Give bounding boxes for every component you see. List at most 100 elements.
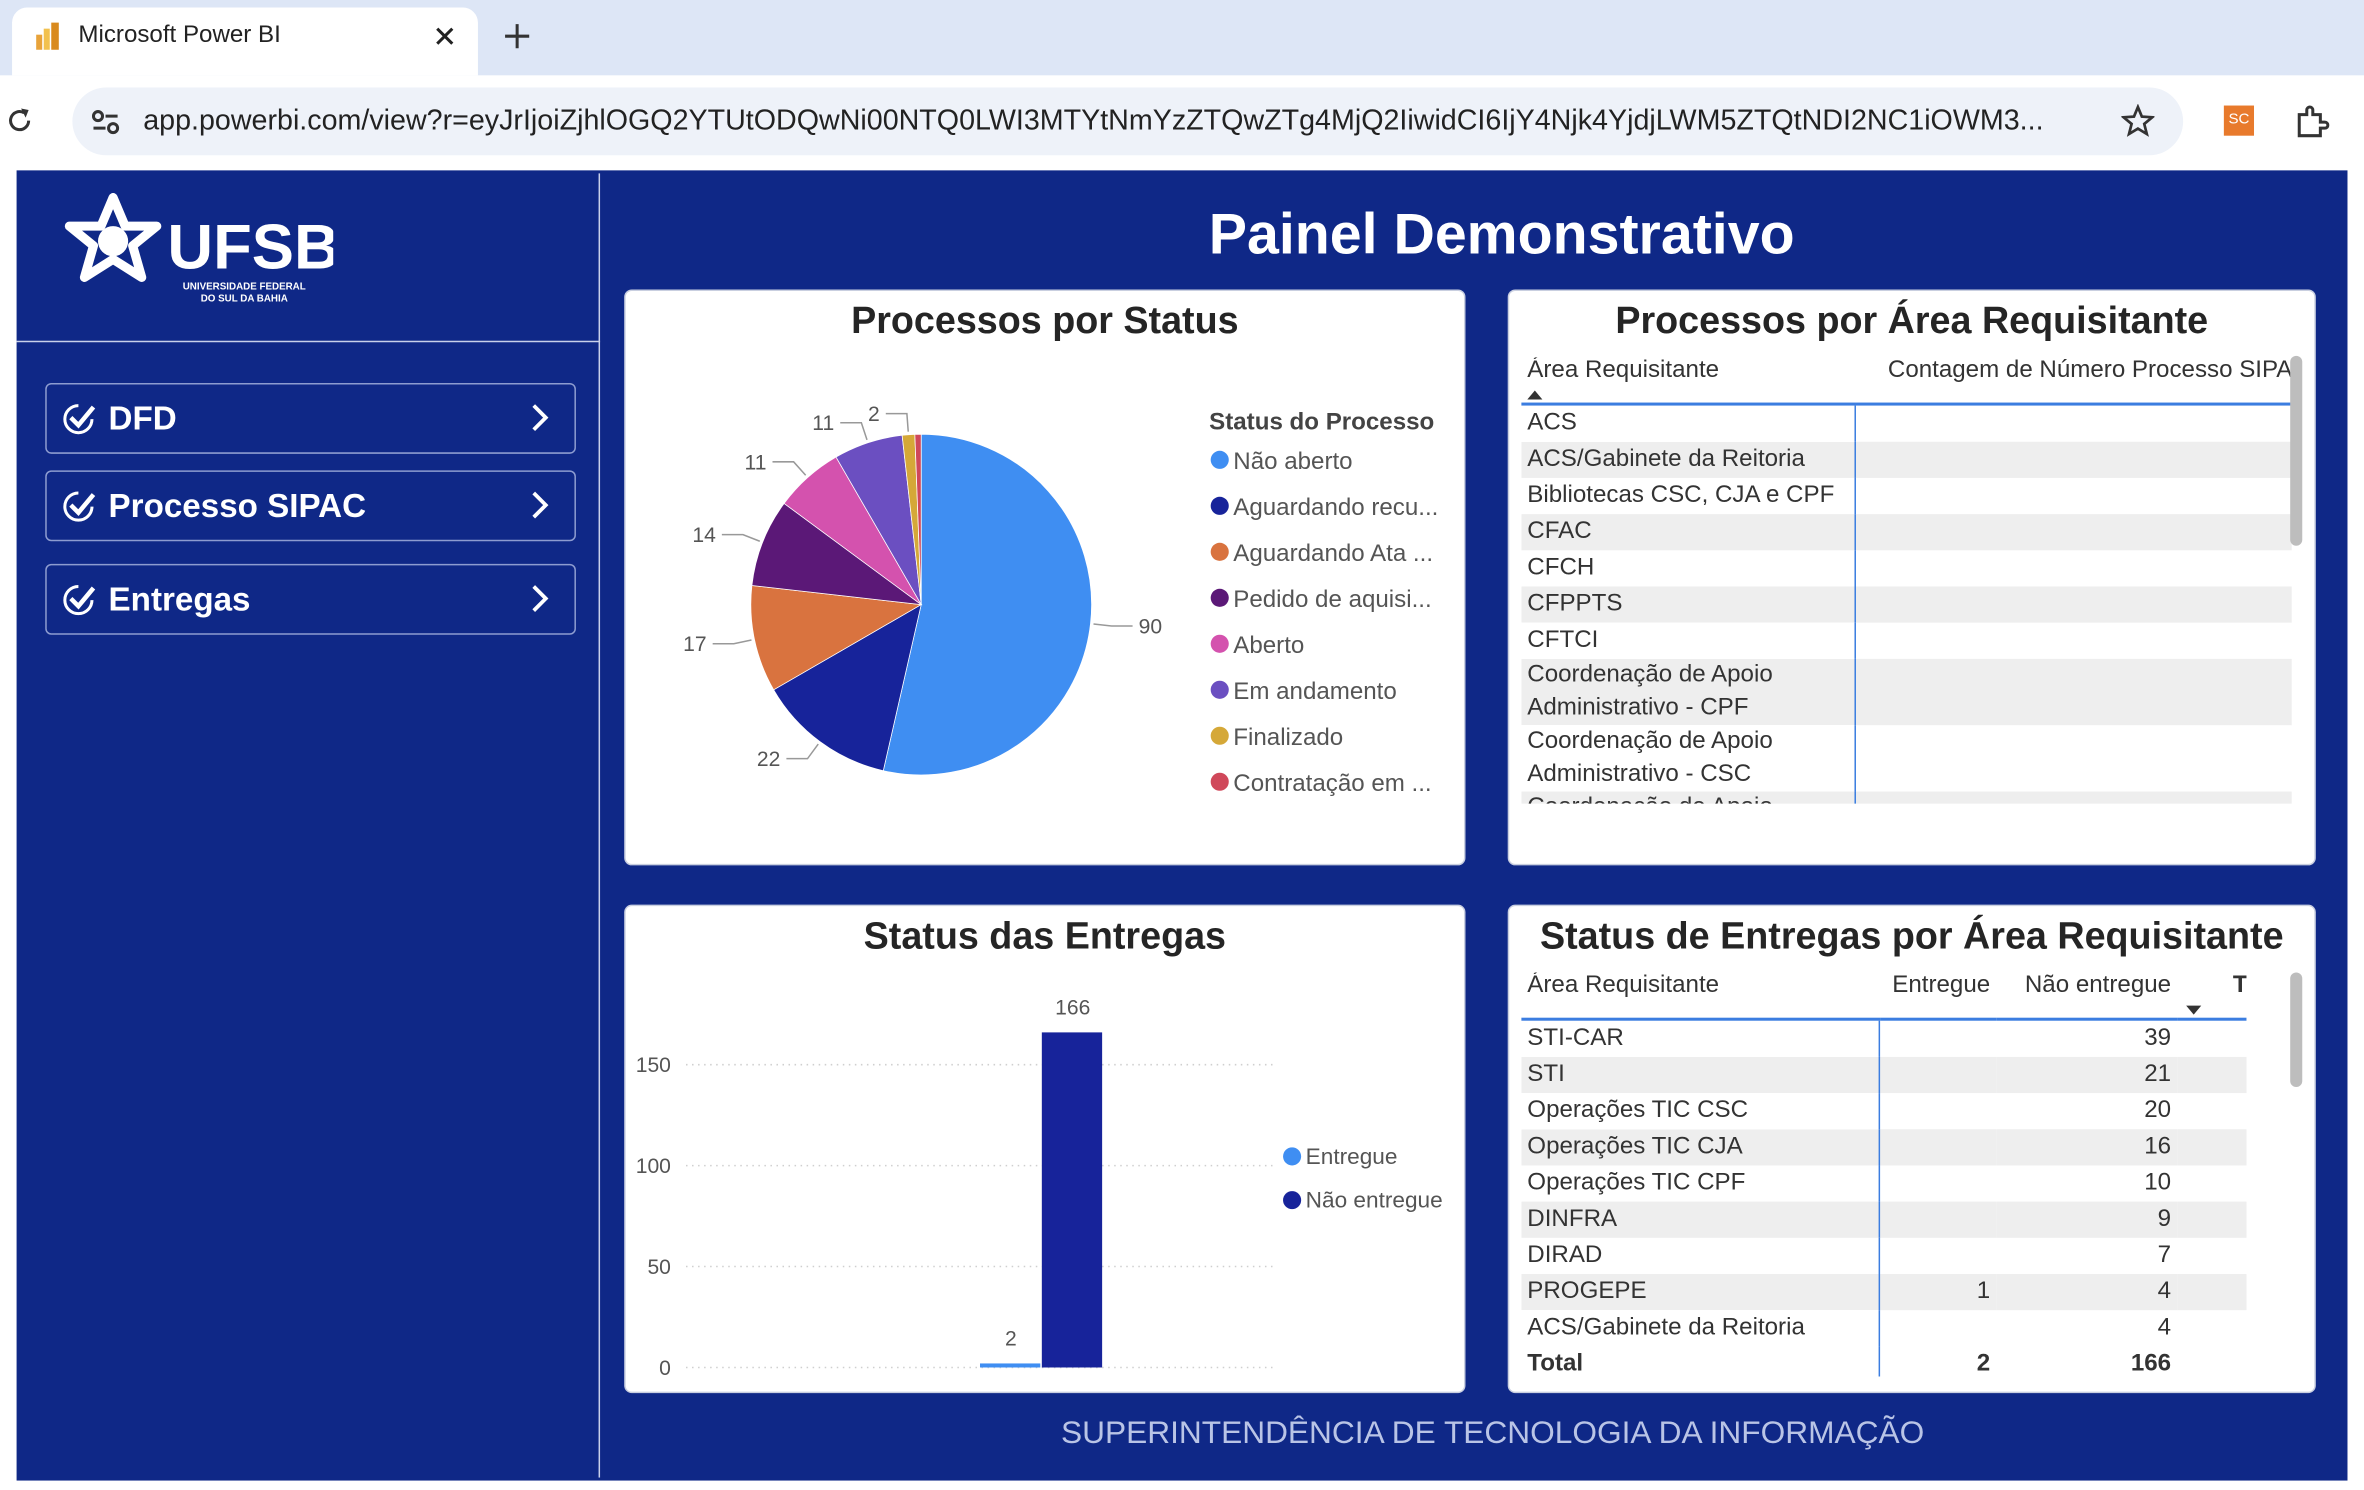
legend-marker xyxy=(1210,726,1229,745)
leader-line xyxy=(840,421,868,441)
table-panel: Status de Entregas por Área Requisitante… xyxy=(1509,906,2315,1392)
browser-tab[interactable]: Microsoft Power BI xyxy=(12,7,478,76)
legend-marker xyxy=(1283,1147,1302,1166)
table-cell: Operações TIC CPF xyxy=(1521,1165,1880,1202)
table-cell xyxy=(1879,1238,1997,1274)
site-info[interactable] xyxy=(90,107,120,137)
tab-icon xyxy=(36,22,59,50)
table-cell: 2 xyxy=(1854,478,2291,514)
data-label: 90 xyxy=(1139,616,1162,639)
legend-title: Status do Processo xyxy=(1209,409,1434,436)
table-cell xyxy=(1878,1129,1997,1166)
table-title: Processos por Área Requisitante xyxy=(1615,300,2209,343)
table-cell: CFTCI xyxy=(1521,622,1856,659)
table-cell: 1 xyxy=(1854,550,2291,586)
table-cell: 10 xyxy=(2177,1165,2246,1201)
bookmark-star[interactable] xyxy=(2121,104,2155,137)
chart: 0 50 100 150 2 166 Entregue Não entregue xyxy=(636,996,1443,1380)
table-row: Operações TIC CPF 1010 xyxy=(1521,1165,2246,1202)
extension-badge[interactable]: SC xyxy=(2223,105,2255,136)
check-tick xyxy=(69,493,96,516)
legend-marker xyxy=(1210,588,1229,607)
table-cell: ACS/Gabinete da Reitoria xyxy=(1521,1310,1880,1347)
page-title: Painel Demonstrativo xyxy=(1208,203,1795,267)
table-cell: Total xyxy=(1521,1346,1880,1377)
bar-panel: Status das Entregas 0 50 100 150 2 166 Entregue… xyxy=(625,906,1464,1392)
table-cell xyxy=(1879,1165,1997,1201)
chevron-shape xyxy=(532,491,549,519)
table-row: ACS1 xyxy=(1521,404,2291,442)
reload[interactable] xyxy=(5,106,35,136)
scrollbar[interactable] xyxy=(2290,355,2303,546)
table-cell: DINFRA xyxy=(1521,1201,1880,1238)
table-panel: Processos por Área Requisitante Área Requ… xyxy=(1509,290,2315,864)
leader-line xyxy=(772,461,807,476)
pie-slice xyxy=(750,585,923,691)
data-label: 14 xyxy=(692,524,716,547)
table-cell: Coordenação de Apoio Administrativo - CS… xyxy=(1521,725,1856,792)
footer: SUPERINTENDÊNCIA DE TECNOLOGIA DA INFORM… xyxy=(1060,1415,1925,1451)
chart-title: Status das Entregas xyxy=(863,915,1227,958)
table-cell: 4 xyxy=(2157,1314,2172,1341)
y-tick-label: 0 xyxy=(659,1357,671,1380)
tab-title: Microsoft Power BI xyxy=(78,22,281,49)
legend-label: Aberto xyxy=(1233,632,1304,659)
table-row: CFCH1 xyxy=(1521,550,2291,587)
table-row: CFTCI2 xyxy=(1521,622,2291,659)
table-row: CFAC1 xyxy=(1521,514,2292,551)
table-row: Bibliotecas CSC, CJA e CPF2 xyxy=(1521,477,2291,515)
table-cell: CFAC xyxy=(1521,514,1856,551)
extensions[interactable] xyxy=(2293,104,2330,140)
nav-label: Entregas xyxy=(108,580,251,619)
table-title: Status de Entregas por Área Requisitante xyxy=(1539,915,2284,958)
table-row: CFPPTS1 xyxy=(1521,586,2292,623)
scrollbar[interactable] xyxy=(2290,972,2303,1088)
legend-label: Entregue xyxy=(1306,1144,1398,1169)
table-cell xyxy=(1878,1201,1997,1238)
nav-button[interactable]: DFD xyxy=(45,382,576,454)
table-cell: 10 xyxy=(2144,1169,2172,1196)
table-cell: 1 xyxy=(1854,725,2291,791)
column-header: Entregue xyxy=(1878,972,1997,1021)
leader-line xyxy=(786,743,819,760)
table-cell xyxy=(1879,1019,1997,1057)
table-cell: STI xyxy=(1521,1056,1880,1094)
table-cell: STI-CAR xyxy=(1521,1019,1880,1057)
table-row: ACS/Gabinete da Reitoria3 xyxy=(1521,441,2292,478)
table-cell: 16 xyxy=(1996,1129,2178,1166)
table-cell: 1 xyxy=(1854,586,2292,623)
check-shape xyxy=(63,584,94,616)
table-row: STI 2121 xyxy=(1521,1056,2247,1094)
logo-subtitle: DO SUL DA BAHIA xyxy=(201,294,288,305)
table-row: DINFRA 99 xyxy=(1521,1201,2247,1238)
nav-button[interactable]: Entregas xyxy=(45,563,576,635)
chevron-shape xyxy=(532,585,549,612)
table-cell: 7 xyxy=(2177,1238,2246,1274)
check-icon xyxy=(63,491,96,522)
pie-slice xyxy=(773,603,922,772)
nav-button[interactable]: Processo SIPAC xyxy=(45,470,576,542)
pie-slice xyxy=(914,433,922,605)
y-tick-label: 150 xyxy=(636,1054,671,1077)
close-tab[interactable] xyxy=(433,24,457,48)
legend-marker xyxy=(1210,542,1229,561)
legend-marker xyxy=(1283,1191,1302,1210)
data-label: 166 xyxy=(1055,996,1090,1019)
address-bar[interactable]: app.powerbi.com/view?r=eyJrIjoiZjhlOGQ2Y… xyxy=(72,87,2184,156)
chevron xyxy=(532,491,549,519)
table-cell: CFPPTS xyxy=(1521,586,1856,623)
table-cell: DIRAD xyxy=(1521,1237,1880,1275)
chart-title: Processos por Status xyxy=(851,300,1239,343)
table-row: Operações TIC CJA 1616 xyxy=(1521,1129,2247,1166)
nav-label: DFD xyxy=(108,399,177,438)
new-tab[interactable] xyxy=(504,23,531,50)
legend-marker xyxy=(1210,680,1229,699)
leader-line xyxy=(712,639,752,645)
table-viewport: Área Requisitante Contagem de Número Proc… xyxy=(1521,357,2292,804)
table-cell: 1 xyxy=(1854,658,2292,726)
table-cell xyxy=(1879,1310,1997,1346)
table-cell: 21 xyxy=(2177,1056,2247,1094)
table-cell: 5 xyxy=(2177,1274,2247,1311)
